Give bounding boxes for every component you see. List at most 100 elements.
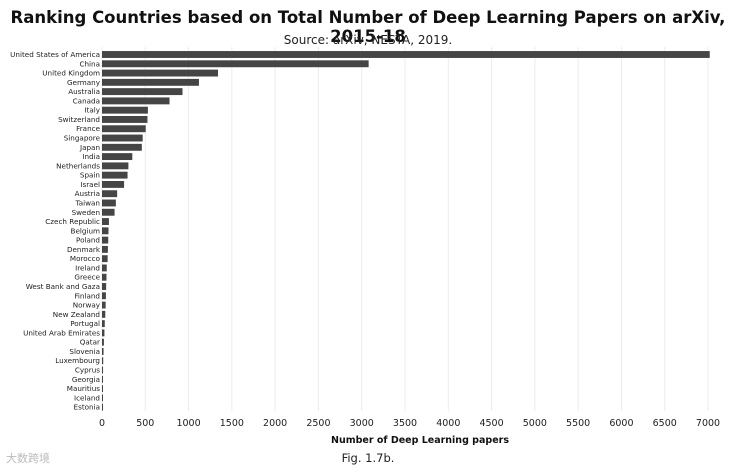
category-label: Belgium	[71, 226, 100, 235]
category-label: Taiwan	[75, 198, 100, 207]
category-label: Norway	[73, 301, 101, 310]
category-label: Germany	[67, 78, 101, 87]
x-tick-label: 1000	[176, 418, 200, 429]
bar	[102, 301, 106, 309]
category-label: United Arab Emirates	[23, 328, 100, 337]
x-tick-label: 4000	[436, 418, 460, 429]
bar	[102, 190, 118, 198]
bar	[102, 273, 107, 281]
category-label: France	[76, 124, 100, 133]
category-label: Iceland	[74, 393, 100, 402]
category-label: Estonia	[74, 403, 100, 412]
bar	[102, 338, 104, 346]
category-label: Denmark	[67, 245, 101, 254]
bar	[102, 283, 107, 290]
category-label: Czech Republic	[45, 217, 100, 226]
category-label: China	[79, 59, 100, 68]
x-axis-label: Number of Deep Learning papers	[331, 435, 509, 446]
x-tick-label: 1500	[220, 418, 244, 429]
bar	[102, 375, 103, 383]
category-label: Ireland	[75, 263, 100, 272]
bar	[102, 162, 129, 170]
x-tick-label: 4500	[479, 418, 503, 429]
category-label: Morocco	[70, 254, 100, 263]
category-label: United States of America	[10, 50, 100, 59]
category-label: Spain	[80, 171, 100, 180]
category-label: Mauritius	[67, 384, 100, 393]
x-tick-label: 5500	[566, 418, 590, 429]
category-label: Slovenia	[69, 347, 100, 356]
bar	[102, 153, 133, 161]
x-tick-label: 3000	[350, 418, 374, 429]
grid-lines	[101, 47, 709, 411]
bar	[102, 180, 125, 188]
bar	[102, 357, 104, 365]
category-label: Finland	[74, 291, 100, 300]
category-label: New Zealand	[53, 310, 100, 319]
bar	[102, 255, 108, 263]
category-label: Qatar	[80, 338, 100, 347]
bar	[102, 134, 143, 142]
category-label: Canada	[73, 96, 100, 105]
category-label: Cyprus	[75, 366, 100, 375]
bar	[102, 208, 115, 216]
category-label: Austria	[75, 189, 100, 198]
bar	[102, 69, 219, 77]
figure-caption: Fig. 1.7b.	[341, 451, 395, 465]
x-tick-label: 7000	[696, 418, 720, 429]
category-label: Italy	[84, 106, 100, 115]
watermark: 大数跨境	[6, 452, 50, 465]
category-label: India	[82, 152, 100, 161]
category-label: Greece	[74, 273, 100, 282]
x-tick-label: 6000	[609, 418, 633, 429]
category-label: Portugal	[70, 319, 100, 328]
category-label: Singapore	[64, 134, 101, 143]
x-tick-label: 6500	[653, 418, 677, 429]
category-label: Poland	[76, 236, 100, 245]
bar	[102, 245, 108, 253]
bar	[102, 403, 103, 411]
bar	[102, 125, 146, 133]
category-label: Australia	[68, 87, 100, 96]
chart-subtitle: Source: arXiv, NESTA, 2019.	[283, 33, 453, 47]
x-tick-label: 2000	[263, 418, 287, 429]
bars	[102, 51, 710, 411]
bar	[102, 171, 128, 179]
category-label: Israel	[80, 180, 100, 189]
category-label: Georgia	[72, 375, 100, 384]
bar	[102, 78, 199, 86]
bar	[102, 264, 107, 272]
bar	[102, 348, 104, 355]
bar	[102, 310, 106, 318]
category-label: Switzerland	[58, 115, 100, 124]
x-axis-ticks: 0 500 1000 1500 2000 2500 3000 3500 4000 4500 5000…	[99, 418, 720, 429]
x-tick-label: 5000	[523, 418, 547, 429]
x-tick-label: 0	[99, 418, 105, 429]
bar	[102, 199, 116, 207]
bar	[102, 60, 369, 68]
bar	[102, 116, 148, 123]
x-tick-label: 3500	[393, 418, 417, 429]
bar	[102, 292, 106, 300]
bar	[102, 88, 183, 96]
bar	[102, 385, 103, 393]
bar	[102, 106, 148, 114]
bar	[102, 218, 109, 225]
bar	[102, 143, 142, 151]
category-label: Sweden	[72, 208, 100, 217]
category-label: Japan	[79, 143, 100, 152]
bar	[102, 366, 104, 374]
x-tick-label: 500	[136, 418, 154, 429]
x-tick-label: 2500	[306, 418, 330, 429]
bar	[102, 227, 109, 235]
bar	[102, 320, 105, 328]
bar	[102, 97, 170, 105]
bar	[102, 236, 109, 244]
bar	[102, 51, 710, 58]
category-label: West Bank and Gaza	[26, 282, 100, 291]
bar	[102, 329, 105, 337]
chart-title: Ranking Countries based on Total Number …	[10, 8, 726, 46]
category-label: Netherlands	[56, 161, 100, 170]
